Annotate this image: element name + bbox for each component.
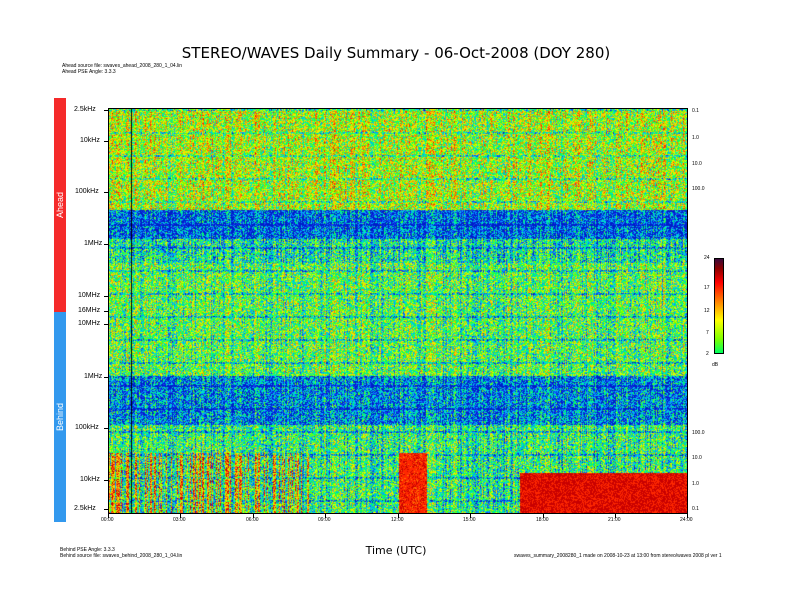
chart-title: STEREO/WAVES Daily Summary - 06-Oct-2008… <box>181 44 611 62</box>
x-tick <box>543 514 544 518</box>
y-tick-label: 10MHz <box>78 320 101 327</box>
y-tick-label: 1MHz <box>84 373 103 380</box>
y-tick-label: 1MHz <box>84 240 103 247</box>
y-tick <box>104 480 108 481</box>
x-tick-label: 15:00 <box>463 517 476 523</box>
y-tick-label: 2.5kHz <box>74 505 96 512</box>
y-tick <box>104 244 108 245</box>
spectrogram-plot <box>108 108 688 514</box>
y-tick-label: 2.5kHz <box>74 106 96 113</box>
ahead-source-file: Ahead source file: swaves_ahead_2008_280… <box>62 63 183 69</box>
behind-spacecraft-bar: Behind <box>54 312 66 522</box>
right-tick-label: 100.0 <box>692 430 705 436</box>
behind-source-file: Behind source file: swaves_behind_2008_2… <box>60 553 183 559</box>
ahead-spacecraft-bar: Ahead <box>54 98 66 312</box>
x-tick <box>253 514 254 518</box>
right-tick-label: 100.0 <box>692 186 705 192</box>
right-tick-label: 0.1 <box>692 506 699 512</box>
y-tick-label: 100kHz <box>75 188 99 195</box>
x-axis-label: Time (UTC) <box>365 544 427 557</box>
x-tick <box>325 514 326 518</box>
behind-pse-angle: Behind PSE Angle: 3.3.3 <box>60 547 115 553</box>
y-tick <box>104 311 108 312</box>
generator-note: swaves_summary_2008280_1 made on 2008-10… <box>514 553 722 559</box>
y-tick-label: 10kHz <box>80 476 100 483</box>
y-tick <box>104 110 108 111</box>
colorbar-tick-label: 12 <box>704 308 710 314</box>
x-tick <box>687 514 688 518</box>
behind-label: Behind <box>55 402 65 432</box>
x-tick <box>615 514 616 518</box>
y-tick <box>104 509 108 510</box>
y-tick-label: 10kHz <box>80 137 100 144</box>
y-tick-label: 16MHz <box>78 307 101 314</box>
y-tick <box>104 296 108 297</box>
x-tick-label: 21:00 <box>608 517 621 523</box>
x-tick-label: 06:00 <box>246 517 259 523</box>
right-tick-label: 10.0 <box>692 455 702 461</box>
ahead-pse-angle: Ahead PSE Angle: 3.3.3 <box>62 69 116 75</box>
y-tick-label: 10MHz <box>78 292 101 299</box>
x-tick <box>108 514 109 518</box>
right-tick-label: 1.0 <box>692 481 699 487</box>
y-tick <box>104 428 108 429</box>
x-tick <box>180 514 181 518</box>
x-tick <box>398 514 399 518</box>
y-tick-label: 100kHz <box>75 424 99 431</box>
y-tick <box>104 377 108 378</box>
y-tick <box>104 324 108 325</box>
right-tick-label: 1.0 <box>692 135 699 141</box>
y-tick <box>104 141 108 142</box>
colorbar-unit: dB <box>712 362 719 368</box>
colorbar <box>714 258 724 354</box>
x-tick-label: 18:00 <box>536 517 549 523</box>
ahead-label: Ahead <box>55 191 65 219</box>
spectrogram-canvas <box>109 109 687 513</box>
colorbar-tick-label: 24 <box>704 255 710 261</box>
colorbar-tick-label: 17 <box>704 285 710 291</box>
y-tick <box>104 192 108 193</box>
x-tick-label: 24:00 <box>680 517 693 523</box>
x-tick-label: 03:00 <box>173 517 186 523</box>
x-tick <box>470 514 471 518</box>
x-tick-label: 00:00 <box>101 517 114 523</box>
x-tick-label: 09:00 <box>318 517 331 523</box>
colorbar-tick-label: 7 <box>706 330 709 336</box>
x-tick-label: 12:00 <box>391 517 404 523</box>
right-tick-label: 10.0 <box>692 161 702 167</box>
colorbar-tick-label: 2 <box>706 351 709 357</box>
right-tick-label: 0.1 <box>692 108 699 114</box>
